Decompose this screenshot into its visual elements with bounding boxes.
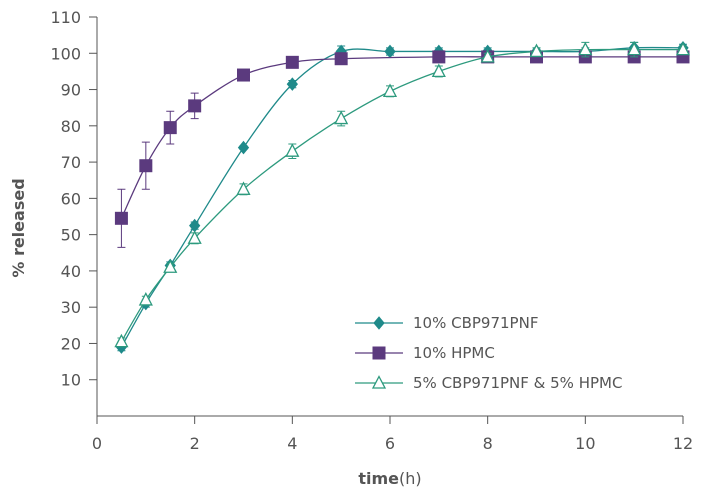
legend-label-1: 10% HPMC — [413, 344, 495, 362]
series-line-0 — [120, 46, 684, 348]
series-line-1 — [120, 56, 683, 219]
y-tick-label-2: 30 — [61, 298, 81, 317]
data-point-0-3 — [189, 218, 201, 233]
y-tick-label-3: 40 — [61, 262, 81, 281]
x-axis-title: time(h) — [358, 469, 421, 488]
x-tick-label-6: 12 — [673, 434, 693, 453]
data-point-1-5 — [285, 55, 299, 69]
legend-marker-2 — [371, 375, 387, 389]
x-tick-label-3: 6 — [385, 434, 395, 453]
y-tick-label-0: 10 — [61, 371, 81, 390]
x-tick-label-1: 2 — [190, 434, 200, 453]
data-point-1-0 — [114, 211, 128, 225]
data-point-2-4 — [236, 181, 251, 195]
y-tick-label-7: 80 — [61, 117, 81, 136]
x-axis-title-bold: time — [358, 469, 399, 488]
series-group — [114, 41, 691, 354]
x-axis-title-unit: (h) — [399, 469, 422, 488]
legend-item-2: 5% CBP971PNF & 5% HPMC — [355, 374, 622, 392]
data-point-2-2 — [163, 259, 178, 273]
data-point-1-4 — [237, 68, 250, 82]
series-0 — [115, 41, 689, 354]
series-1 — [114, 50, 690, 248]
y-axis-title: % released — [9, 178, 28, 277]
y-tick-label-8: 90 — [61, 81, 81, 100]
data-point-2-3 — [187, 230, 202, 244]
data-point-0-5 — [286, 77, 298, 91]
data-point-2-0 — [114, 333, 129, 348]
data-point-2-12 — [627, 41, 642, 56]
legend: 10% CBP971PNF 10% HPMC 5% CBP971PNF & 5% H… — [355, 314, 622, 392]
data-point-0-4 — [237, 140, 250, 155]
x-tick-label-5: 10 — [575, 434, 595, 453]
data-point-2-6 — [334, 110, 349, 125]
legend-item-0: 10% CBP971PNF — [355, 314, 538, 332]
legend-label-0: 10% CBP971PNF — [413, 314, 538, 332]
series-line-2 — [120, 48, 683, 342]
x-tick-label-4: 8 — [483, 434, 493, 453]
axes — [96, 17, 683, 417]
data-point-1-2 — [163, 121, 177, 135]
data-point-0-7 — [384, 44, 396, 59]
y-tick-label-9: 100 — [50, 44, 81, 63]
series-2 — [114, 41, 691, 348]
y-tick-label-6: 70 — [61, 153, 81, 172]
y-tick-label-10: 110 — [50, 8, 81, 27]
data-point-2-11 — [578, 41, 593, 56]
data-point-2-10 — [529, 43, 544, 58]
x-tick-label-2: 4 — [287, 434, 297, 453]
data-point-1-6 — [334, 52, 348, 66]
y-tick-label-5: 60 — [61, 189, 81, 208]
data-point-2-9 — [480, 48, 495, 63]
legend-label-2: 5% CBP971PNF & 5% HPMC — [413, 374, 622, 392]
data-point-2-5 — [285, 143, 300, 157]
data-point-1-1 — [139, 159, 153, 173]
y-tick-label-4: 50 — [61, 226, 81, 245]
data-point-2-8 — [431, 63, 446, 78]
x-tick-label-0: 0 — [92, 434, 102, 453]
legend-marker-1 — [372, 346, 386, 360]
data-point-1-3 — [188, 99, 202, 113]
legend-item-1: 10% HPMC — [355, 344, 495, 362]
axis-ticks: 10 20 30 40 50 60 70 80 90 100 110 0 2 4 6 8 10 12 — [50, 8, 693, 453]
data-point-2-7 — [382, 83, 398, 98]
data-point-1-7 — [432, 50, 446, 64]
legend-marker-0 — [373, 316, 385, 330]
data-point-2-13 — [675, 41, 691, 56]
data-point-2-1 — [138, 292, 153, 306]
y-tick-label-1: 20 — [61, 334, 81, 353]
